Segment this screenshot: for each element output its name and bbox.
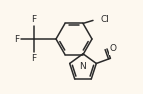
Text: F: F <box>31 15 37 24</box>
Text: N: N <box>80 62 86 71</box>
Text: O: O <box>110 44 117 53</box>
Text: F: F <box>31 54 37 63</box>
Text: Cl: Cl <box>101 15 110 24</box>
Text: F: F <box>14 34 19 44</box>
